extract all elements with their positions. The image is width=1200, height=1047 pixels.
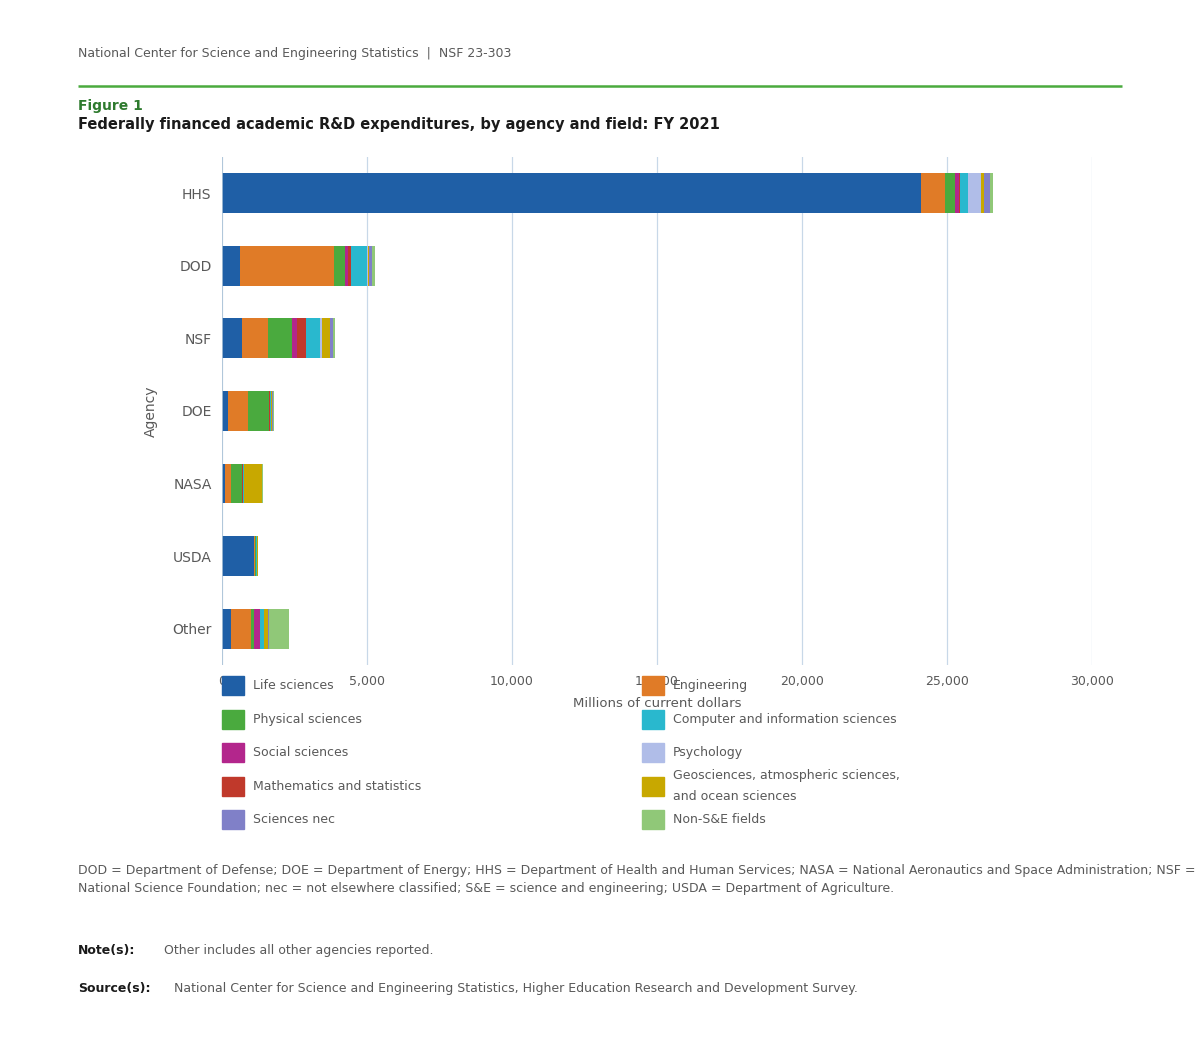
Bar (228, 391, 248, 431)
Bar (330, 318, 332, 358)
Text: Computer and information sciences: Computer and information sciences (673, 713, 896, 726)
Text: Non-S&E fields: Non-S&E fields (673, 814, 766, 826)
Bar (268, 318, 292, 358)
Text: National Center for Science and Engineering Statistics, Higher Education Researc: National Center for Science and Engineer… (174, 982, 858, 995)
Bar (980, 174, 984, 214)
Bar (955, 174, 959, 214)
Bar (260, 608, 264, 648)
Bar (367, 246, 370, 286)
Bar (959, 174, 960, 214)
Text: Geosciences, atmospheric sciences,: Geosciences, atmospheric sciences, (673, 770, 900, 782)
Bar (320, 318, 322, 358)
Bar (251, 608, 254, 648)
Bar (269, 608, 288, 648)
Bar (264, 608, 268, 648)
Bar (322, 318, 330, 358)
Bar (352, 246, 366, 286)
Bar (244, 464, 262, 504)
Bar (348, 246, 352, 286)
Bar (372, 246, 374, 286)
Text: Source(s):: Source(s): (78, 982, 150, 995)
Bar (222, 464, 226, 504)
Bar (968, 174, 980, 214)
Text: Sciences nec: Sciences nec (253, 814, 335, 826)
Bar (232, 464, 242, 504)
Bar (226, 464, 232, 504)
Text: Note(s):: Note(s): (78, 944, 136, 957)
Bar (222, 246, 240, 286)
Text: National Center for Science and Engineering Statistics  |  NSF 23-303: National Center for Science and Engineer… (78, 47, 511, 60)
Text: and ocean sciences: and ocean sciences (673, 790, 797, 803)
Text: Physical sciences: Physical sciences (253, 713, 362, 726)
Text: DOD = Department of Defense; DOE = Department of Energy; HHS = Department of Hea: DOD = Department of Defense; DOE = Depar… (78, 864, 1195, 895)
Text: Life sciences: Life sciences (253, 680, 334, 692)
Y-axis label: Agency: Agency (144, 385, 158, 437)
Bar (296, 318, 306, 358)
Bar (306, 318, 320, 358)
X-axis label: Millions of current dollars: Millions of current dollars (572, 696, 742, 710)
Bar (346, 246, 348, 286)
Bar (240, 246, 335, 286)
Text: Other includes all other agencies reported.: Other includes all other agencies report… (164, 944, 434, 957)
Bar (960, 174, 968, 214)
Bar (920, 174, 944, 214)
Bar (222, 391, 228, 431)
Text: Engineering: Engineering (673, 680, 749, 692)
Bar (222, 318, 241, 358)
Bar (222, 608, 232, 648)
Bar (248, 391, 269, 431)
Bar (292, 318, 296, 358)
Bar (222, 536, 254, 576)
Text: Psychology: Psychology (673, 747, 743, 759)
Bar (232, 608, 251, 648)
Bar (944, 174, 955, 214)
Text: Federally financed academic R&D expenditures, by agency and field: FY 2021: Federally financed academic R&D expendit… (78, 117, 720, 132)
Text: Social sciences: Social sciences (253, 747, 348, 759)
Bar (370, 246, 372, 286)
Bar (241, 318, 268, 358)
Text: Figure 1: Figure 1 (78, 99, 143, 113)
Bar (332, 318, 335, 358)
Bar (335, 246, 346, 286)
Bar (990, 174, 992, 214)
Bar (254, 608, 259, 648)
Bar (984, 174, 990, 214)
Bar (222, 174, 920, 214)
Bar (271, 391, 272, 431)
Text: Mathematics and statistics: Mathematics and statistics (253, 780, 421, 793)
